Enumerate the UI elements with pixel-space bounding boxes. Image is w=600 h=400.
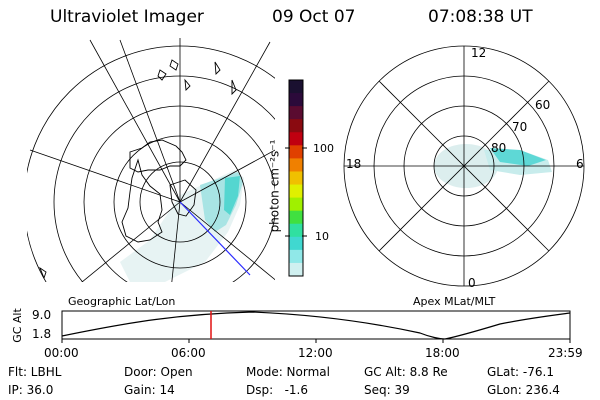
- mlt-label-0: 0: [468, 276, 476, 290]
- filter-info: Flt: LBHL: [8, 365, 62, 379]
- timeline-ymin: 1.8: [32, 327, 52, 341]
- geographic-map: [27, 38, 275, 282]
- seq-info: Seq: 39: [364, 383, 410, 397]
- ip-info: IP: 36.0: [8, 383, 54, 397]
- colorbar-segment: [289, 210, 303, 225]
- timeline-ymax: 9.0: [32, 308, 52, 322]
- sun-direction-line: [179, 201, 251, 276]
- mlt-label-18: 18: [346, 157, 362, 171]
- colorbar-border: [288, 79, 304, 277]
- mode-info: Mode: Normal: [246, 365, 330, 379]
- colorbar-segment: [289, 119, 303, 133]
- timeline-tick-1: 06:00: [171, 346, 206, 360]
- mlat-label-60: 60: [535, 98, 551, 112]
- colorbar-tick-10: 10: [315, 230, 329, 243]
- timeline-axis-label: GC Alt: [10, 308, 24, 343]
- colorbar-segment: [289, 171, 303, 186]
- colorbar-segment: [289, 132, 303, 146]
- colorbar-segment: [289, 93, 303, 107]
- colorbar-segment: [289, 262, 303, 277]
- mlat-label-80: 80: [491, 141, 507, 155]
- mlt-lines: [344, 46, 584, 286]
- mlat-label-70: 70: [512, 120, 528, 134]
- gain-info: Gain: 14: [124, 383, 175, 397]
- colorbar: [288, 79, 304, 277]
- mlt-label-12: 12: [471, 46, 487, 60]
- magnetic-map: [343, 45, 585, 287]
- right-map-caption: Apex MLat/MLT: [413, 295, 496, 308]
- colorbar-segment: [289, 223, 303, 238]
- colorbar-segment: [289, 249, 303, 264]
- timeline-tick-3: 18:00: [425, 346, 460, 360]
- instrument-title: Ultraviolet Imager: [50, 7, 204, 27]
- colorbar-segment: [289, 80, 303, 94]
- colorbar-unit-label: photon cm⁻²s⁻¹: [267, 139, 282, 233]
- altitude-timeline: [61, 310, 571, 343]
- colorbar-segment: [289, 145, 303, 159]
- colorbar-segment: [289, 197, 303, 212]
- left-map-caption: Geographic Lat/Lon: [68, 295, 176, 308]
- timeline-tick-4: 23:59: [548, 346, 583, 360]
- colorbar-segment: [289, 158, 303, 172]
- timeline-tick-0: 00:00: [44, 346, 79, 360]
- colorbar-ticks: [285, 147, 307, 237]
- coastlines: [39, 59, 237, 280]
- gc-alt-info: GC Alt: 8.8 Re: [364, 365, 448, 379]
- mlt-label-6: 6: [576, 157, 584, 171]
- colorbar-segment: [289, 236, 303, 251]
- dsp-info: Dsp: -1.6: [246, 383, 309, 397]
- colorbar-tick-100: 100: [313, 142, 334, 155]
- time-label: 07:08:38 UT: [428, 7, 533, 27]
- door-info: Door: Open: [124, 365, 193, 379]
- aurora-emission-geo: [120, 170, 244, 282]
- altitude-curve: [61, 311, 571, 340]
- glon-info: GLon: 236.4: [487, 383, 560, 397]
- glat-info: GLat: -76.1: [487, 365, 554, 379]
- colorbar-segment: [289, 184, 303, 199]
- longitude-lines: [29, 38, 275, 282]
- date-label: 09 Oct 07: [272, 7, 356, 27]
- colorbar-segment: [289, 106, 303, 120]
- timeline-tick-2: 12:00: [298, 346, 333, 360]
